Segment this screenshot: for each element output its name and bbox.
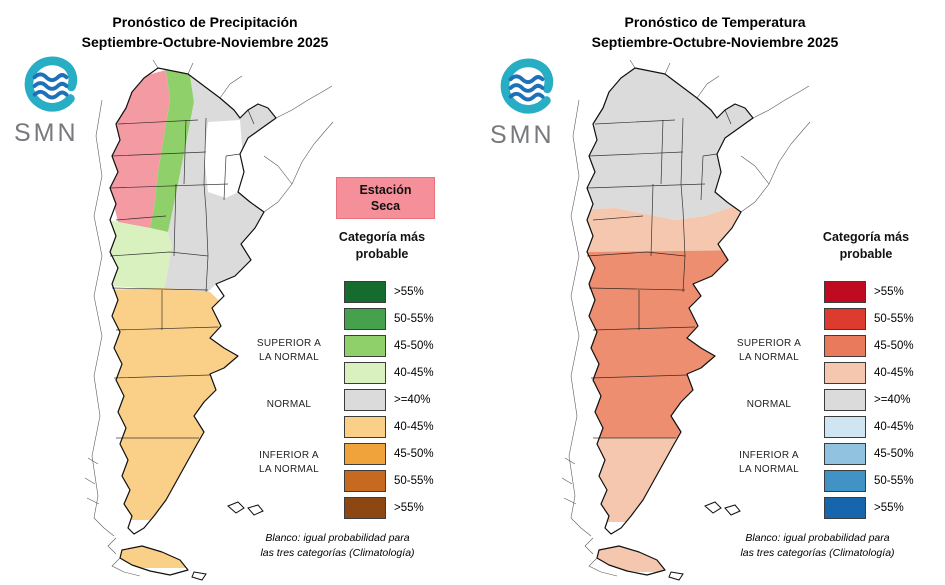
legend-label: >55% [874,502,904,514]
climatology-note: Blanco: igual probabilidad para las tres… [260,532,415,559]
legend-item: 40-45% [824,416,914,438]
legend-swatch [824,362,866,384]
legend-item: 45-50% [344,443,434,465]
legend-swatch [344,389,386,411]
province-borders [586,109,732,439]
legend-swatch [344,308,386,330]
legend-label: 40-45% [874,421,914,433]
region-above-45-50 [150,70,194,232]
dry-season-badge: Estación Seca [336,177,435,219]
islands [668,501,741,581]
legend-label: >=40% [874,394,911,406]
legend-label: 50-55% [394,313,434,325]
group-above-normal-label: SUPERIOR A LA NORMAL [256,338,322,363]
legend-item: >55% [824,497,914,519]
legend-label: 50-55% [394,475,434,487]
region-normal [587,68,753,220]
legend-item: 40-45% [344,416,434,438]
smn-logo-icon [24,56,78,112]
precip-regions [110,70,276,568]
legend-swatch [824,443,866,465]
region-white-climatology [204,120,244,198]
legend-item: 45-50% [824,335,914,357]
province-borders [109,109,255,439]
legend-label: 40-45% [394,367,434,379]
legend-swatch [344,335,386,357]
legend-label: 45-50% [394,448,434,460]
legend-item: >55% [344,281,434,303]
legend-label: 45-50% [874,340,914,352]
legend-item: >55% [824,281,914,303]
smn-logo-icon [500,58,554,114]
legend-item: 50-55% [344,308,434,330]
legend-item: 50-55% [344,470,434,492]
temp-legend-title: Categoría más probable [822,230,910,261]
legend-label: >55% [394,502,424,514]
region-above-40-45-north [587,200,753,252]
legend-label: >=40% [394,394,431,406]
smn-logo: SMN [14,56,90,148]
precipitation-panel: Pronóstico de Precipitación Septiembre-O… [0,0,472,585]
region-above-40-45 [110,220,172,290]
legend-swatch [824,389,866,411]
smn-logo-text: SMN [14,119,79,147]
precip-legend: >55% 50-55% 45-50% 40-45% >=40% 40-45% 4… [344,281,434,524]
temperature-map [561,60,811,581]
legend-item: 50-55% [824,470,914,492]
region-dry-season [110,70,170,228]
legend-item: 40-45% [824,362,914,384]
legend-label: >55% [874,286,904,298]
temperature-title: Pronóstico de Temperatura Septiembre-Oct… [591,14,839,51]
islands [191,501,264,581]
legend-swatch [824,497,866,519]
legend-swatch [824,470,866,492]
legend-item: 45-50% [344,335,434,357]
group-below-normal-label: INFERIOR A LA NORMAL [259,450,319,475]
legend-swatch [344,497,386,519]
precipitation-map [84,60,334,581]
temp-legend: >55% 50-55% 45-50% 40-45% >=40% 40-45% 4… [824,281,914,524]
legend-label: >55% [394,286,424,298]
precipitation-title: Pronóstico de Precipitación Septiembre-O… [81,14,329,51]
temperature-panel: Pronóstico de Temperatura Septiembre-Oct… [473,0,945,585]
legend-item: 50-55% [824,308,914,330]
legend-swatch [824,416,866,438]
legend-label: 40-45% [874,367,914,379]
temp-regions [587,68,753,572]
legend-swatch [824,281,866,303]
legend-item: >55% [344,497,434,519]
precip-legend-title: Categoría más probable [338,230,426,261]
group-below-normal-label: INFERIOR A LA NORMAL [739,450,799,475]
group-normal-label: NORMAL [746,399,792,410]
legend-swatch [344,281,386,303]
group-above-normal-label: SUPERIOR A LA NORMAL [736,338,802,363]
legend-swatch [824,335,866,357]
legend-label: 50-55% [874,475,914,487]
legend-swatch [344,470,386,492]
legend-label: 40-45% [394,421,434,433]
climatology-note: Blanco: igual probabilidad para las tres… [740,532,895,559]
legend-swatch [344,443,386,465]
group-normal-label: NORMAL [266,399,312,410]
smn-logo: SMN [490,58,566,150]
legend-item: >=40% [344,389,434,411]
legend-swatch [344,362,386,384]
legend-item: 40-45% [344,362,434,384]
legend-label: 50-55% [874,313,914,325]
legend-swatch [344,416,386,438]
legend-item: 45-50% [824,443,914,465]
legend-swatch [824,308,866,330]
smn-logo-text: SMN [490,121,555,149]
legend-item: >=40% [824,389,914,411]
legend-label: 45-50% [394,340,434,352]
legend-label: 45-50% [874,448,914,460]
